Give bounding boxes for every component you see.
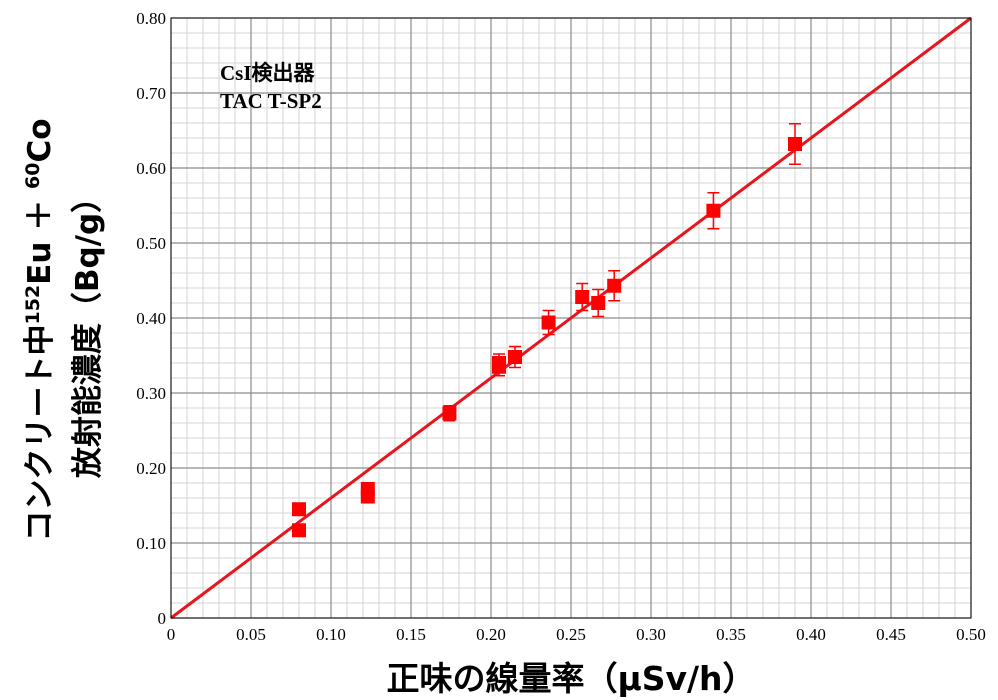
y-axis-label: コンクリート中152Eu ＋ 60Co 放射能濃度（Bq/g） [22,118,106,541]
data-point [442,406,457,421]
y-axis-label-line1: コンクリート中152Eu ＋ 60Co [22,118,58,541]
plot-frame [170,17,972,619]
data-point [591,296,606,310]
data-point [607,278,622,293]
x-tick-label: 0.10 [316,625,346,644]
x-tick-label: 0.50 [956,625,986,644]
y-tick-label: 0.70 [136,84,166,103]
annotation-model: TAC T-SP2 [220,89,322,113]
annotation-detector: CsI検出器 [220,61,316,85]
data-point [292,502,306,517]
x-tick-label: 0.30 [636,625,666,644]
data-point [360,489,375,504]
data-point [292,523,306,538]
fit-line-layer [170,16,972,620]
data-point [508,350,522,364]
x-tick-label: 0.25 [556,625,586,644]
y-tick-label: 0 [158,609,167,628]
y-tick-label: 0.30 [136,384,166,403]
data-point [492,359,506,374]
y-tick-label: 0.60 [136,159,166,178]
y-tick-label: 0.50 [136,234,166,253]
data-point [541,315,556,330]
x-tick-label: 0.35 [716,625,746,644]
x-tick-label: 0 [167,625,176,644]
x-tick-label: 0.20 [476,625,506,644]
y-tick-labels: 0 0.10 0.20 0.30 0.40 0.50 0.60 0.70 0.80 [136,9,166,628]
x-tick-label: 0.15 [396,625,426,644]
fit-line [170,16,972,620]
x-tick-labels: 0 0.05 0.10 0.15 0.20 0.25 0.30 0.35 0.40 0.45 0.5… [167,625,986,644]
x-tick-label: 0.05 [236,625,266,644]
y-tick-label: 0.20 [136,459,166,478]
x-tick-label: 0.40 [796,625,826,644]
data-point [575,290,590,304]
data-point [706,203,721,218]
x-tick-label: 0.45 [876,625,906,644]
y-tick-label: 0.10 [136,534,166,553]
y-tick-label: 0.80 [136,9,166,28]
x-axis-label: 正味の線量率（μSv/h） [386,659,755,698]
data-points [292,123,802,538]
data-point [788,137,802,151]
y-axis-label-line2: 放射能濃度（Bq/g） [70,182,106,479]
y-tick-label: 0.40 [136,309,166,328]
